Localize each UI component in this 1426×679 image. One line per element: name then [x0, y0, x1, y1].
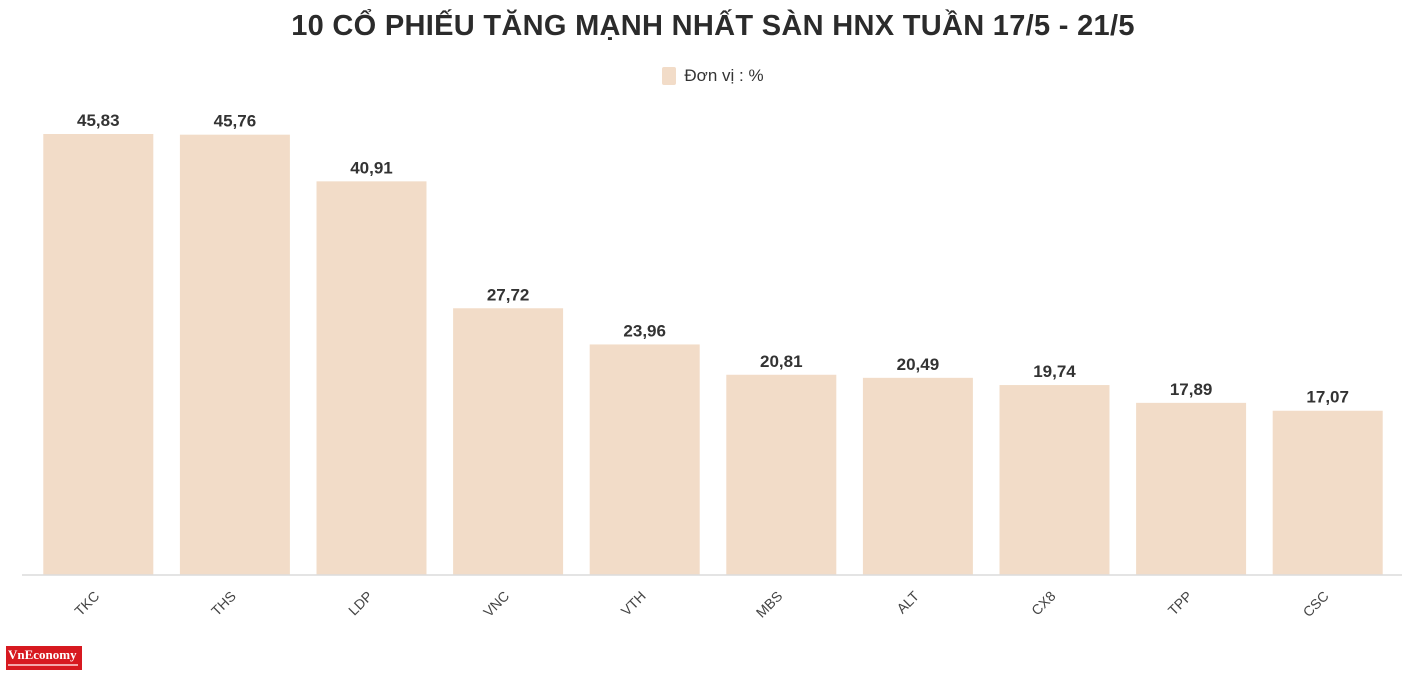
value-label-ths: 45,76: [214, 112, 257, 131]
value-label-alt: 20,49: [897, 355, 940, 374]
bar-vth: [589, 344, 700, 575]
bars-group: [43, 134, 1383, 576]
legend: Đơn vị : %: [0, 66, 1426, 86]
legend-swatch: [662, 67, 677, 85]
value-label-tpp: 17,89: [1170, 380, 1213, 399]
legend-label: Đơn vị : %: [684, 66, 764, 85]
bar-tkc: [43, 134, 154, 575]
x-tick-labels-group: TKC THS LDP VNC VTH MBS ALT CX8 TPP CSC: [71, 587, 1332, 620]
x-tick-label-ldp: LDP: [345, 588, 376, 619]
bar-tpp: [1136, 402, 1247, 575]
x-tick-label-mbs: MBS: [753, 588, 786, 621]
x-tick-label-csc: CSC: [1300, 588, 1332, 620]
value-labels-group: 45,83 45,76 40,91 27,72 23,96 20,81 20,49 19,74…: [77, 111, 1349, 407]
value-label-ldp: 40,91: [350, 158, 393, 177]
x-tick-label-vnc: VNC: [480, 588, 512, 620]
logo-underline: [8, 664, 78, 666]
value-label-csc: 17,07: [1306, 388, 1349, 407]
bar-mbs: [726, 374, 837, 575]
chart-title: 10 CỔ PHIẾU TĂNG MẠNH NHẤT SÀN HNX TUẦN …: [291, 10, 1135, 42]
value-label-tkc: 45,83: [77, 111, 120, 130]
bar-cx8: [999, 385, 1110, 575]
x-tick-label-tkc: TKC: [71, 588, 102, 619]
x-tick-label-ths: THS: [208, 588, 239, 619]
value-label-vth: 23,96: [623, 321, 666, 340]
value-label-mbs: 20,81: [760, 352, 803, 371]
bar-ths: [179, 134, 290, 575]
bar-csc: [1272, 410, 1383, 575]
value-label-cx8: 19,74: [1033, 362, 1076, 381]
x-tick-label-tpp: TPP: [1165, 588, 1196, 619]
bar-alt: [862, 377, 973, 575]
x-tick-label-cx8: CX8: [1028, 588, 1059, 619]
x-tick-label-vth: VTH: [618, 588, 649, 619]
x-tick-label-alt: ALT: [893, 587, 922, 616]
value-label-vnc: 27,72: [487, 285, 530, 304]
bar-ldp: [316, 181, 427, 576]
vneconomy-logo: VnEconomy: [6, 646, 82, 670]
bar-vnc: [453, 308, 564, 575]
